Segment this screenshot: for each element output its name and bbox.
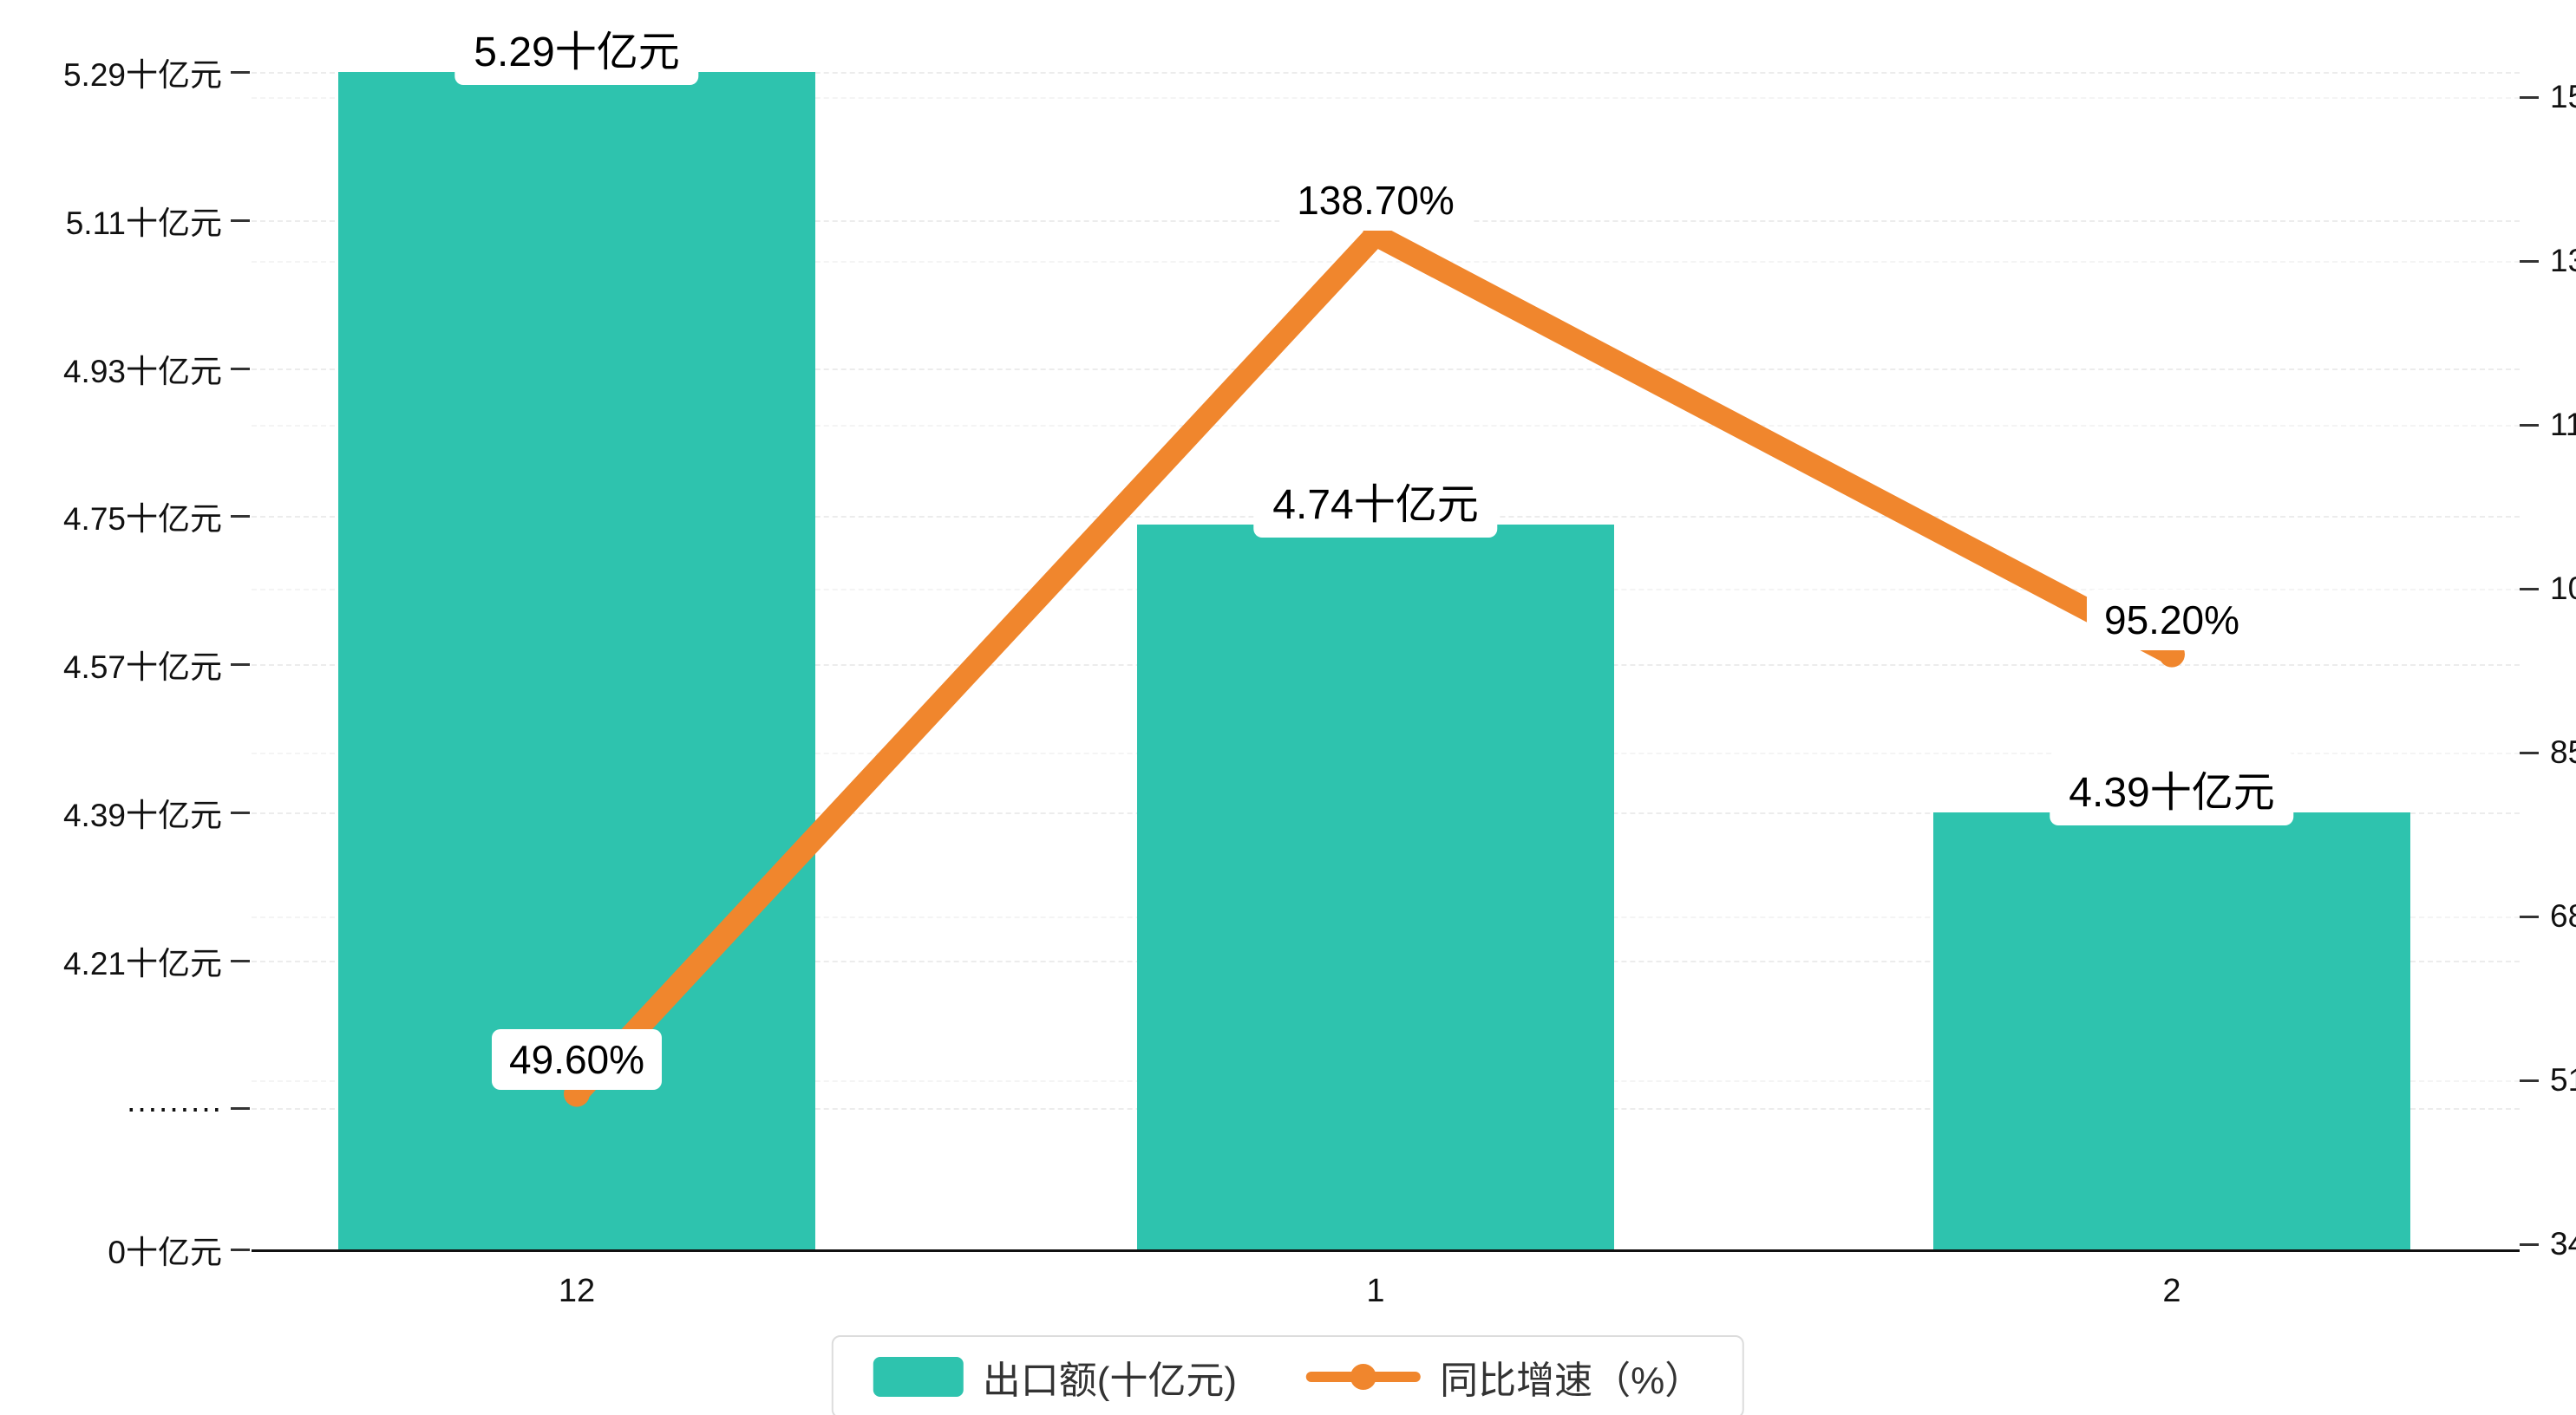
bar-value-label: 4.74十亿元: [1253, 462, 1498, 538]
right-axis-tick-label: 102: [2550, 571, 2576, 606]
right-axis-tick-label: 136: [2550, 243, 2576, 278]
left-axis-tick-label: 5.29十亿元: [62, 57, 222, 93]
right-axis-tick-label: 68: [2550, 898, 2576, 934]
left-axis-tick: [231, 663, 250, 666]
left-axis-tick-label: ·········: [126, 1090, 222, 1125]
right-axis-tick: [2520, 1243, 2539, 1246]
left-axis-tick: [231, 1107, 250, 1110]
right-axis-tick-label: 34: [2550, 1226, 2576, 1262]
x-axis-category-label: 12: [558, 1273, 596, 1309]
left-axis-tick: [231, 812, 250, 814]
right-axis-tick: [2520, 752, 2539, 754]
bar: [1137, 524, 1614, 1249]
left-axis-tick: [231, 71, 250, 74]
line-series-swatch-icon: [1306, 1357, 1422, 1397]
bar-series-swatch-icon: [873, 1357, 964, 1397]
legend-label-export: 出口额(十亿元): [982, 1360, 1238, 1402]
x-axis-category-label: 2: [2162, 1273, 2181, 1309]
grid-line: [252, 72, 2520, 74]
line-point-label: 49.60%: [491, 1028, 663, 1090]
line-point-label: 138.70%: [1279, 169, 1472, 231]
x-axis-category-label: 1: [1366, 1273, 1385, 1309]
bar-value-label: 5.29十亿元: [454, 10, 699, 85]
legend: 出口额(十亿元) 同比增速（%）: [831, 1335, 1745, 1415]
x-axis-line: [252, 1249, 2520, 1252]
line-point-label: 95.20%: [2086, 589, 2258, 650]
grid-line: [252, 368, 2520, 370]
legend-item-export[interactable]: 出口额(十亿元): [873, 1349, 1237, 1405]
right-axis-tick-label: 153: [2550, 79, 2576, 114]
legend-label-growth: 同比增速（%）: [1440, 1360, 1703, 1402]
legend-item-growth[interactable]: 同比增速（%）: [1306, 1349, 1703, 1405]
right-axis-tick: [2520, 424, 2539, 427]
left-axis-tick-label: 4.93十亿元: [62, 354, 222, 389]
left-axis-tick: [231, 960, 250, 962]
bar: [1933, 812, 2410, 1249]
left-axis-tick-label: 4.39十亿元: [62, 798, 222, 833]
left-axis-tick-label: 4.57十亿元: [62, 649, 222, 685]
grid-line: [252, 261, 2520, 263]
bar-value-label: 4.39十亿元: [2050, 750, 2294, 825]
left-axis-tick: [231, 219, 250, 222]
right-axis-tick-label: 119: [2550, 407, 2576, 442]
line-dot-icon: [1350, 1364, 1377, 1390]
growth-line: [566, 223, 2183, 1105]
right-axis-tick: [2520, 260, 2539, 263]
left-axis-tick-label: 4.21十亿元: [62, 946, 222, 981]
right-axis-tick: [2520, 588, 2539, 590]
right-axis-tick: [2520, 1079, 2539, 1082]
right-axis-tick-label: 51: [2550, 1062, 2576, 1098]
grid-line: [252, 97, 2520, 99]
left-axis-tick: [231, 1249, 250, 1251]
right-axis-tick: [2520, 916, 2539, 918]
grid-line: [252, 425, 2520, 427]
left-axis-tick-label: 0十亿元: [108, 1235, 222, 1270]
left-axis-tick-label: 5.11十亿元: [65, 205, 222, 241]
right-axis-tick-label: 85: [2550, 734, 2576, 770]
left-axis-tick: [231, 515, 250, 518]
right-axis-tick: [2520, 96, 2539, 99]
left-axis-tick: [231, 368, 250, 370]
left-axis-tick-label: 4.75十亿元: [62, 501, 222, 537]
